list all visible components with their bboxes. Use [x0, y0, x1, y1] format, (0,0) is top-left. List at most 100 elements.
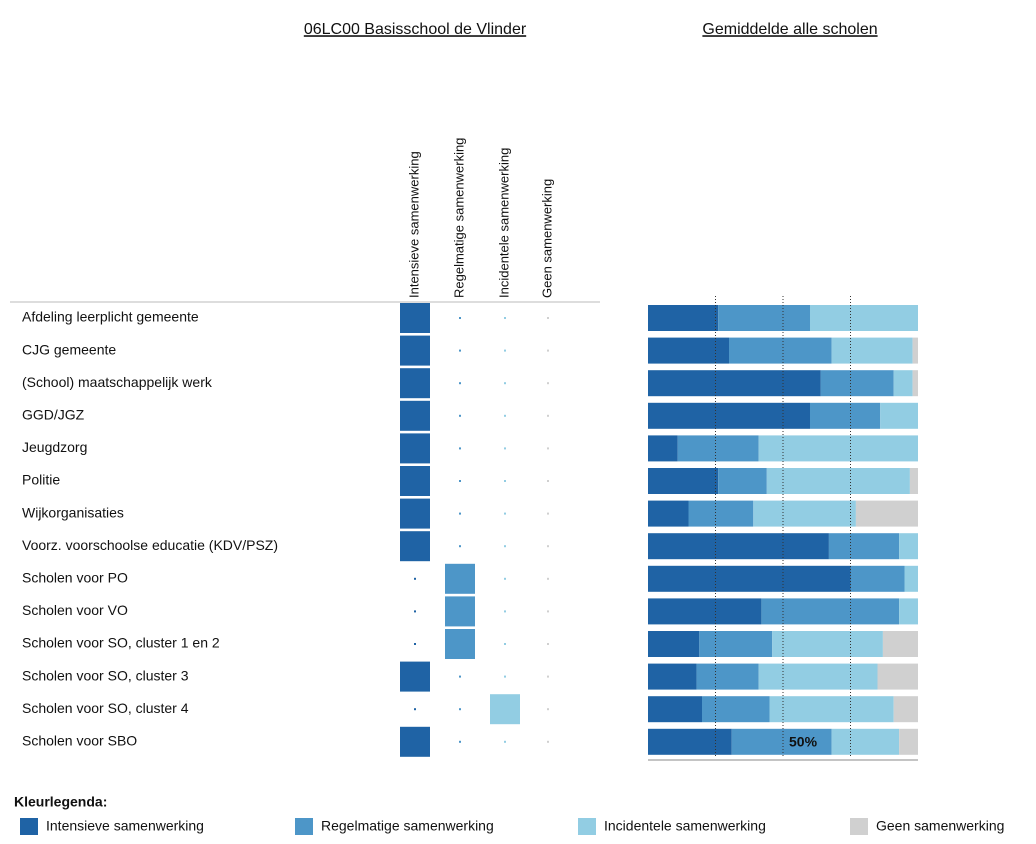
row-label: Wijkorganisaties [22, 504, 124, 520]
dot [459, 545, 461, 548]
row-label: Scholen voor SO, cluster 1 en 2 [22, 635, 220, 651]
dot [504, 480, 506, 482]
school-choice [445, 629, 475, 659]
legend-swatch [850, 818, 868, 835]
dot [414, 577, 416, 580]
dot [459, 382, 461, 385]
school-choice [400, 661, 430, 692]
row-label: Politie [22, 472, 60, 488]
row-label: Scholen voor VO [22, 602, 128, 618]
dot [504, 545, 506, 548]
bar-segment [766, 468, 910, 494]
bar-segment [820, 370, 894, 397]
dot [547, 610, 549, 613]
dot [504, 317, 506, 319]
bar-segment [877, 663, 918, 690]
dot [547, 414, 549, 417]
column-header: Regelmatige samenwerking [451, 138, 466, 298]
bar-segment [702, 696, 770, 723]
school-choice [400, 400, 430, 431]
dot [547, 447, 549, 450]
school-choice [400, 368, 430, 399]
dot [547, 740, 549, 743]
row-label: Scholen voor SBO [22, 733, 137, 749]
legend-label: Regelmatige samenwerking [321, 818, 494, 834]
dot [414, 708, 416, 711]
legend-swatch [578, 818, 596, 835]
dot [547, 577, 549, 580]
bar-segment [688, 500, 754, 527]
dot [504, 512, 506, 515]
dot [504, 643, 506, 645]
row-label: Scholen voor PO [22, 570, 128, 586]
dot [459, 349, 461, 352]
dot [459, 708, 461, 711]
dot [504, 414, 506, 417]
school-choice [445, 563, 475, 594]
bar-segment [758, 435, 918, 462]
bar-segment [758, 663, 878, 690]
legend-title: Kleurlegenda: [14, 794, 107, 810]
bar-segment [880, 402, 918, 429]
dot [547, 643, 549, 645]
dot [459, 675, 461, 678]
bar-segment [761, 598, 900, 625]
bar-segment [718, 468, 767, 494]
legend-label: Geen samenwerking [876, 818, 1004, 834]
dot [504, 675, 506, 678]
bar-segment [648, 305, 719, 331]
bar-segment [912, 370, 918, 397]
bar-segment [648, 435, 678, 462]
legend-swatch [295, 818, 313, 835]
bar-segment [912, 337, 918, 364]
bar-segment [648, 402, 810, 429]
tick-label-bg [786, 732, 822, 751]
bar-segment [882, 631, 918, 657]
row-label: CJG gemeente [22, 341, 116, 357]
school-choice [400, 466, 430, 496]
dot [459, 740, 461, 743]
legend-label: Incidentele samenwerking [604, 818, 766, 834]
school-choice [400, 498, 430, 529]
bar-segment [648, 500, 689, 527]
school-choice [400, 726, 430, 757]
bar-segment [904, 565, 918, 592]
bar-segment [699, 631, 773, 657]
bar-segment [648, 728, 732, 755]
bar-segment [810, 305, 918, 331]
column-header: Geen samenwerking [539, 179, 554, 298]
row-label: Scholen voor SO, cluster 3 [22, 667, 189, 683]
dot [459, 447, 461, 450]
dot [414, 610, 416, 613]
row-label: Voorz. voorschoolse educatie (KDV/PSZ) [22, 537, 278, 553]
row-label: (School) maatschappelijk werk [22, 374, 213, 390]
column-header: Intensieve samenwerking [406, 151, 421, 298]
dot [547, 675, 549, 678]
dot [547, 708, 549, 711]
dot [547, 382, 549, 385]
comparison-title: Gemiddelde alle scholen [702, 21, 877, 38]
bar-segment [909, 468, 918, 494]
row-label: Afdeling leerplicht gemeente [22, 309, 199, 325]
bar-segment [899, 728, 918, 755]
school-choice [400, 433, 430, 464]
bar-segment [729, 337, 832, 364]
legend-label: Intensieve samenwerking [46, 818, 204, 834]
dot [547, 545, 549, 548]
dot [504, 740, 506, 743]
dot [504, 382, 506, 385]
bar-segment [648, 696, 702, 723]
dot [504, 349, 506, 352]
dot [504, 577, 506, 580]
bar-segment [648, 631, 700, 657]
bar-segment [772, 631, 883, 657]
dot [459, 480, 461, 482]
row-label: GGD/JGZ [22, 407, 85, 423]
bar-segment [899, 598, 918, 625]
bar-segment [648, 598, 762, 625]
dot [504, 447, 506, 450]
chart-title: 06LC00 Basisschool de Vlinder [304, 21, 527, 38]
dot [547, 480, 549, 482]
row-label: Jeugdzorg [22, 439, 87, 455]
bar-segment [696, 663, 759, 690]
